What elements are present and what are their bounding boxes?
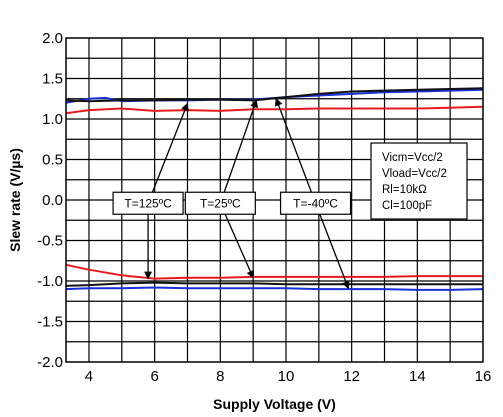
series-line-3: [65, 87, 484, 103]
temperature-label-box: [112, 191, 184, 215]
series-line-6: [65, 286, 484, 291]
condition-text: Vicm=Vcc/2: [382, 152, 443, 164]
series-line-4: [65, 263, 483, 280]
y-tick-label: 0.5: [42, 152, 63, 169]
y-axis-label: Slew rate (V/µs): [7, 148, 23, 252]
annotation-arrow: [219, 202, 254, 279]
condition-text: Rl=10kΩ: [382, 184, 427, 196]
y-tick-label: -1.0: [37, 273, 63, 290]
annotation-arrow: [219, 99, 258, 204]
y-tick-label: 2.0: [42, 30, 63, 47]
y-tick-label: 1.5: [42, 71, 63, 88]
y-tick-label: -1.5: [37, 314, 63, 331]
x-axis-label: Supply Voltage (V): [213, 396, 336, 412]
x-tick-label: 10: [278, 368, 295, 385]
x-tick-label: 12: [343, 368, 360, 385]
x-tick-label: 14: [409, 368, 426, 385]
plot-frame: [65, 37, 484, 363]
x-tick-label: 8: [216, 368, 224, 385]
x-tick-label: 6: [150, 368, 158, 385]
y-tick-label: -0.5: [37, 233, 63, 250]
series-line-5: [65, 281, 483, 287]
condition-text: Vload=Vcc/2: [382, 168, 447, 180]
temperature-label: T=125ºC: [124, 197, 172, 211]
series-line-1: [65, 105, 484, 115]
y-tick-label: 1.0: [42, 111, 63, 128]
x-tick-label: 16: [475, 368, 492, 385]
annotation-arrow: [274, 97, 317, 204]
y-tick-label: -2.0: [37, 354, 63, 371]
conditions-box: [370, 142, 468, 220]
temperature-label: T=-40ºC: [293, 197, 338, 211]
x-tick-label: 4: [85, 368, 93, 385]
y-tick-label: 0.0: [42, 192, 63, 209]
annotation-arrow: [314, 203, 350, 290]
temperature-label: T=25ºC: [200, 197, 241, 211]
temperature-label-box: [184, 191, 256, 215]
condition-text: Cl=100pF: [382, 200, 432, 212]
temperature-label-box: [279, 191, 352, 215]
annotation-arrow: [147, 102, 189, 204]
